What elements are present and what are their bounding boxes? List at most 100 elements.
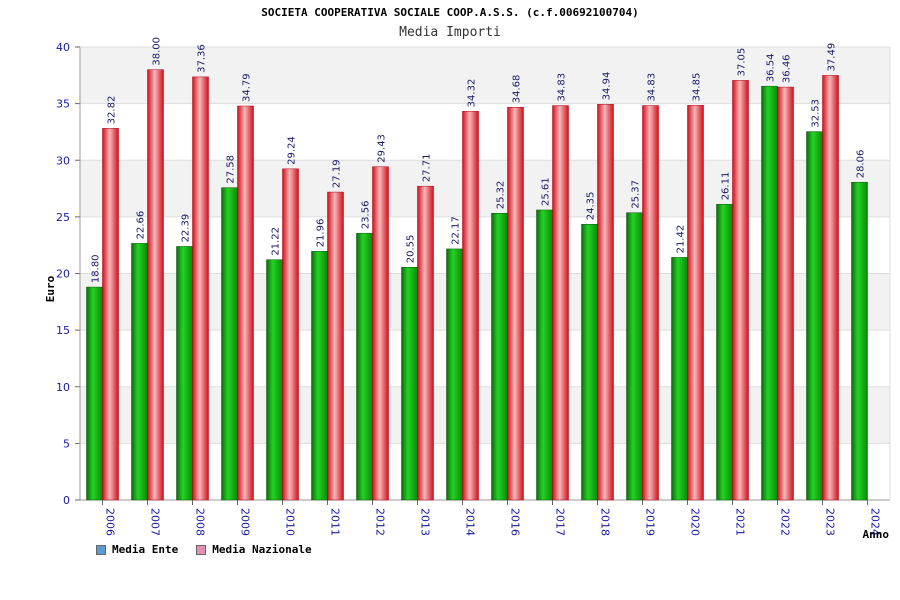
x-tick-label: 2006 xyxy=(104,508,117,536)
bar-media-nazionale xyxy=(642,105,659,501)
y-tick-label: 40 xyxy=(56,41,70,54)
grid-band xyxy=(80,273,890,331)
bar-media-nazionale xyxy=(552,105,569,501)
x-axis-label: Anno xyxy=(863,528,890,541)
x-tick-label: 2019 xyxy=(644,508,657,536)
bar-media-nazionale xyxy=(372,166,389,501)
legend-swatch-media-ente xyxy=(96,544,106,555)
x-tick-label: 2021 xyxy=(734,508,747,536)
data-label-media-nazionale: 36.46 xyxy=(782,54,793,83)
bar-media-nazionale xyxy=(282,168,299,501)
bar-media-nazionale xyxy=(777,86,794,501)
y-axis-label: Euro xyxy=(44,275,57,302)
x-tick-label: 2020 xyxy=(689,508,702,536)
data-label-media-ente: 21.42 xyxy=(676,225,687,254)
bar-media-nazionale xyxy=(102,128,119,501)
bar-media-ente xyxy=(266,259,283,501)
bar-media-ente xyxy=(626,212,643,501)
legend-swatch-media-nazionale xyxy=(196,544,207,555)
data-label-media-nazionale: 29.43 xyxy=(377,134,388,163)
legend-item-media-nazionale: Media Nazionale xyxy=(196,543,312,556)
data-label-media-ente: 18.80 xyxy=(91,254,102,283)
chart-subtitle: Media Importi xyxy=(399,25,501,40)
x-tick-label: 2011 xyxy=(329,508,342,536)
data-label-media-ente: 24.35 xyxy=(586,192,597,221)
data-label-media-ente: 22.66 xyxy=(136,211,147,240)
legend: Media Ente Media Nazionale xyxy=(96,543,312,556)
bar-media-nazionale xyxy=(192,76,209,501)
x-tick-label: 2014 xyxy=(464,508,477,536)
bar-media-nazionale xyxy=(237,105,254,501)
data-label-media-nazionale: 34.83 xyxy=(557,73,568,102)
data-label-media-nazionale: 32.82 xyxy=(107,96,118,125)
bar-media-ente xyxy=(86,286,103,501)
bar-media-nazionale xyxy=(327,191,344,501)
data-label-media-ente: 23.56 xyxy=(361,201,372,230)
data-label-media-nazionale: 27.71 xyxy=(422,154,433,183)
y-tick-label: 25 xyxy=(56,211,70,224)
data-label-media-nazionale: 34.94 xyxy=(602,72,613,101)
bar-media-ente xyxy=(311,251,328,501)
bar-media-ente xyxy=(401,267,418,501)
data-label-media-ente: 25.32 xyxy=(496,181,507,210)
data-label-media-ente: 22.39 xyxy=(181,214,192,243)
grid-band xyxy=(80,47,890,104)
bar-media-nazionale xyxy=(732,80,749,501)
grid-band xyxy=(80,160,890,217)
bar-media-ente xyxy=(446,248,463,501)
bar-media-ente xyxy=(716,204,733,501)
bar-media-ente xyxy=(356,232,373,501)
x-tick-label: 2016 xyxy=(509,508,522,536)
bar-media-ente xyxy=(581,223,598,501)
data-label-media-ente: 25.61 xyxy=(541,177,552,206)
x-tick-label: 2010 xyxy=(284,508,297,536)
y-tick-label: 15 xyxy=(56,324,70,337)
x-tick-label: 2008 xyxy=(194,508,207,536)
bar-media-nazionale xyxy=(822,75,839,501)
y-tick-label: 20 xyxy=(56,268,70,281)
data-label-media-nazionale: 29.24 xyxy=(287,136,298,165)
bar-media-nazionale xyxy=(147,69,164,501)
data-label-media-ente: 28.06 xyxy=(856,150,867,179)
data-label-media-ente: 36.54 xyxy=(766,54,777,83)
x-tick-label: 2013 xyxy=(419,508,432,536)
bar-media-nazionale xyxy=(462,111,479,501)
x-tick-label: 2024 xyxy=(869,508,882,536)
data-label-media-ente: 25.37 xyxy=(631,180,642,209)
legend-item-media-ente: Media Ente xyxy=(96,543,178,556)
x-tick-label: 2012 xyxy=(374,508,387,536)
data-label-media-ente: 21.22 xyxy=(271,227,282,256)
data-label-media-nazionale: 34.83 xyxy=(647,73,658,102)
data-label-media-ente: 26.11 xyxy=(721,172,732,201)
data-label-media-nazionale: 34.68 xyxy=(512,75,523,104)
x-tick-label: 2017 xyxy=(554,508,567,536)
bar-media-ente xyxy=(806,131,823,501)
bar-media-ente xyxy=(761,85,778,501)
y-tick-label: 30 xyxy=(56,154,70,167)
legend-label-media-nazionale: Media Nazionale xyxy=(212,543,312,556)
bar-media-ente xyxy=(221,187,238,501)
data-label-media-ente: 21.96 xyxy=(316,219,327,248)
data-label-media-ente: 22.17 xyxy=(451,216,462,245)
data-label-media-ente: 32.53 xyxy=(811,99,822,128)
data-label-media-nazionale: 37.49 xyxy=(827,43,838,72)
grid-band xyxy=(80,386,890,444)
bar-media-ente xyxy=(851,181,868,501)
data-label-media-nazionale: 27.19 xyxy=(332,159,343,188)
bar-media-ente xyxy=(671,257,688,501)
data-label-media-nazionale: 34.79 xyxy=(242,73,253,102)
data-label-media-nazionale: 34.85 xyxy=(692,73,703,102)
data-label-media-nazionale: 38.00 xyxy=(152,37,163,66)
x-tick-label: 2023 xyxy=(824,508,837,536)
data-label-media-ente: 20.55 xyxy=(406,235,417,264)
x-tick-label: 2007 xyxy=(149,508,162,536)
y-tick-label: 10 xyxy=(56,381,70,394)
bar-media-nazionale xyxy=(597,104,614,501)
bar-media-nazionale xyxy=(417,185,434,501)
x-tick-label: 2018 xyxy=(599,508,612,536)
data-label-media-nazionale: 34.32 xyxy=(467,79,478,108)
data-label-media-ente: 27.58 xyxy=(226,155,237,184)
bar-media-nazionale xyxy=(507,106,524,501)
